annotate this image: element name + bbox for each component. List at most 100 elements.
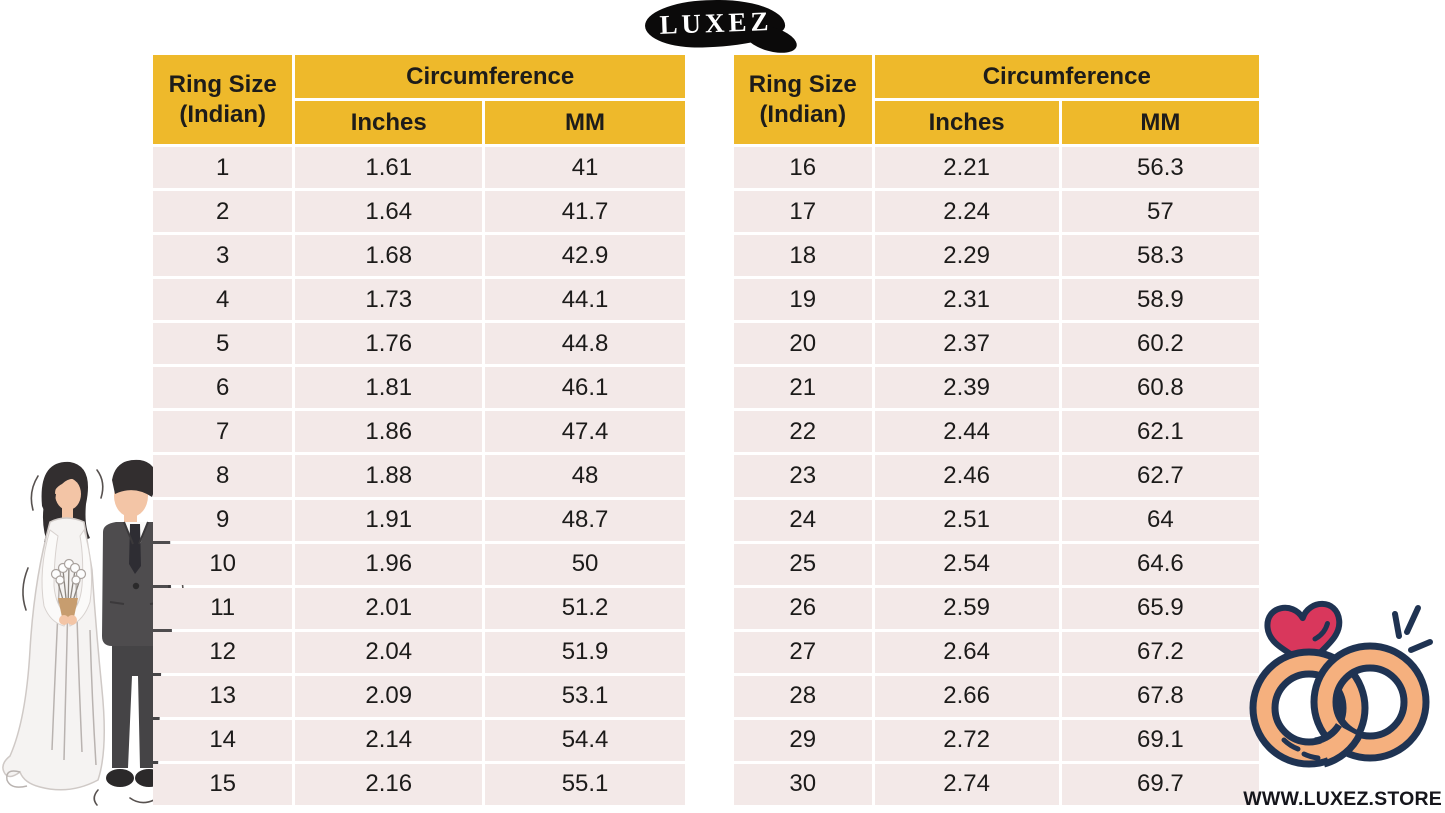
table-row: 22 2.44 62.1 <box>734 411 1259 453</box>
table-cell: 20 <box>734 323 872 365</box>
table-cell: 2 <box>153 191 293 233</box>
table-cell: 56.3 <box>1061 147 1259 189</box>
table-cell: 2.37 <box>874 323 1059 365</box>
table-cell: 24 <box>734 499 872 541</box>
bride <box>2 461 105 791</box>
table-cell: 67.2 <box>1061 631 1259 673</box>
table-cell: 1.64 <box>295 191 483 233</box>
table-cell: 1.76 <box>295 323 483 365</box>
table-cell: 2.54 <box>874 543 1059 585</box>
table-cell: 15 <box>153 763 293 805</box>
table-cell: 18 <box>734 235 872 277</box>
table-cell: 46.1 <box>485 367 685 409</box>
table-row: 9 1.91 48.7 <box>153 499 685 541</box>
table-row: 6 1.81 46.1 <box>153 367 685 409</box>
header-circumference: Circumference <box>295 55 685 98</box>
table-cell: 16 <box>734 147 872 189</box>
table-cell: 17 <box>734 191 872 233</box>
table-cell: 13 <box>153 675 293 717</box>
left-ring <box>1249 648 1369 768</box>
table-cell: 54.4 <box>485 719 685 761</box>
table-cell: 60.2 <box>1061 323 1259 365</box>
header-mm: MM <box>485 101 685 144</box>
table-cell: 2.64 <box>874 631 1059 673</box>
table-cell: 22 <box>734 411 872 453</box>
table-cell: 5 <box>153 323 293 365</box>
table-cell: 21 <box>734 367 872 409</box>
table-cell: 12 <box>153 631 293 673</box>
table-row: 10 1.96 50 <box>153 543 685 585</box>
size-table-right: Ring Size (Indian) Circumference Inches … <box>731 52 1262 808</box>
bouquet <box>50 558 87 625</box>
table-row: 4 1.73 44.1 <box>153 279 685 321</box>
table-cell: 48.7 <box>485 499 685 541</box>
table-row: 27 2.64 67.2 <box>734 631 1259 673</box>
table-row: 1 1.61 41 <box>153 147 685 189</box>
table-cell: 3 <box>153 235 293 277</box>
table-cell: 7 <box>153 411 293 453</box>
table-cell: 41.7 <box>485 191 685 233</box>
table-row: 16 2.21 56.3 <box>734 147 1259 189</box>
table-cell: 2.29 <box>874 235 1059 277</box>
table-row: 13 2.09 53.1 <box>153 675 685 717</box>
table-row: 5 1.76 44.8 <box>153 323 685 365</box>
table-cell: 2.72 <box>874 719 1059 761</box>
header-ring-size-line1: Ring Size <box>748 70 857 98</box>
table-cell: 30 <box>734 763 872 805</box>
table-row: 21 2.39 60.8 <box>734 367 1259 409</box>
table-cell: 29 <box>734 719 872 761</box>
table-cell: 2.16 <box>295 763 483 805</box>
table-body: 1 1.61 41 2 1.64 41.7 3 1.68 42.9 4 1.73 44.1 5 1.76 4… <box>153 147 685 805</box>
table-cell: 2.66 <box>874 675 1059 717</box>
table-cell: 1.96 <box>295 543 483 585</box>
table-cell: 2.59 <box>874 587 1059 629</box>
table-cell: 2.09 <box>295 675 483 717</box>
table-cell: 44.1 <box>485 279 685 321</box>
table-header: Ring Size (Indian) Circumference Inches … <box>153 55 685 144</box>
wedding-rings-icon <box>1249 601 1433 768</box>
table-cell: 4 <box>153 279 293 321</box>
table-row: 8 1.88 48 <box>153 455 685 497</box>
table-cell: 62.1 <box>1061 411 1259 453</box>
table-row: 2 1.64 41.7 <box>153 191 685 233</box>
sparkle-lines <box>1392 605 1433 653</box>
size-table-left: Ring Size (Indian) Circumference Inches … <box>150 52 688 808</box>
header-ring-size-line1: Ring Size <box>168 70 277 98</box>
table-cell: 41 <box>485 147 685 189</box>
table-cell: 50 <box>485 543 685 585</box>
header-ring-size-line2: (Indian) <box>179 100 267 128</box>
table-cell: 2.24 <box>874 191 1059 233</box>
table-cell: 64 <box>1061 499 1259 541</box>
table-cell: 2.14 <box>295 719 483 761</box>
table-header: Ring Size (Indian) Circumference Inches … <box>734 55 1259 144</box>
table-cell: 10 <box>153 543 293 585</box>
table-row: 24 2.51 64 <box>734 499 1259 541</box>
table-cell: 2.74 <box>874 763 1059 805</box>
header-ring-size: Ring Size (Indian) <box>153 55 293 144</box>
table-row: 25 2.54 64.6 <box>734 543 1259 585</box>
table-cell: 11 <box>153 587 293 629</box>
table-row: 18 2.29 58.3 <box>734 235 1259 277</box>
table-cell: 60.8 <box>1061 367 1259 409</box>
table-cell: 57 <box>1061 191 1259 233</box>
header-ring-size-line2: (Indian) <box>759 100 847 128</box>
table-cell: 58.9 <box>1061 279 1259 321</box>
table-row: 12 2.04 51.9 <box>153 631 685 673</box>
table-row: 3 1.68 42.9 <box>153 235 685 277</box>
table-cell: 1.86 <box>295 411 483 453</box>
table-row: 29 2.72 69.1 <box>734 719 1259 761</box>
table-cell: 1.91 <box>295 499 483 541</box>
table-cell: 2.01 <box>295 587 483 629</box>
header-circumference: Circumference <box>874 55 1259 98</box>
right-ring <box>1310 642 1430 762</box>
table-cell: 65.9 <box>1061 587 1259 629</box>
table-cell: 2.46 <box>874 455 1059 497</box>
table-cell: 25 <box>734 543 872 585</box>
table-cell: 69.1 <box>1061 719 1259 761</box>
table-cell: 1.73 <box>295 279 483 321</box>
table-body: 16 2.21 56.3 17 2.24 57 18 2.29 58.3 19 2.31 58.9 20… <box>734 147 1259 805</box>
table-cell: 67.8 <box>1061 675 1259 717</box>
table-cell: 2.04 <box>295 631 483 673</box>
table-cell: 14 <box>153 719 293 761</box>
